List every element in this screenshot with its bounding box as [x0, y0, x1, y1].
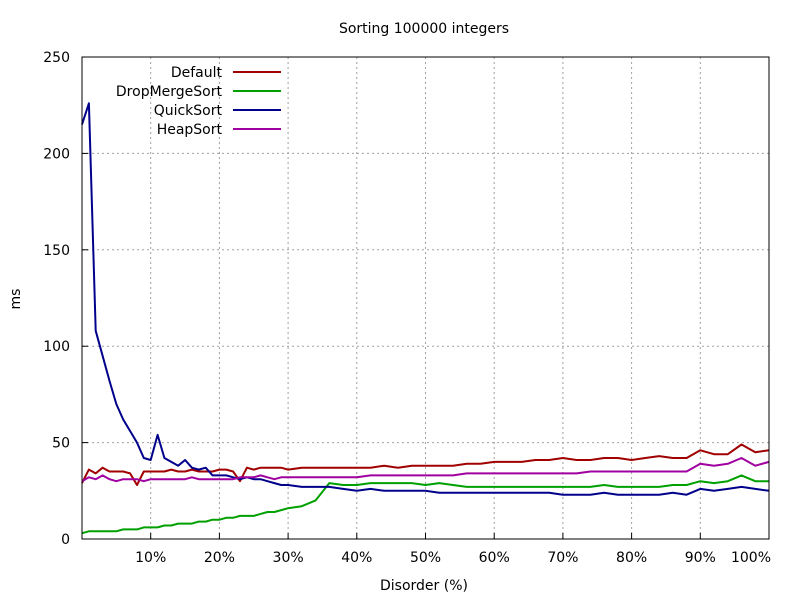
axis-ticks: 0 50 100 150 200 250 10% 20% 30% 40% 50% 60% 70% 80% 9… [43, 50, 771, 566]
x-tick-label: 100% [731, 550, 771, 566]
y-axis-label: ms [8, 289, 24, 310]
x-tick-label: 40% [341, 550, 372, 566]
series-line-dropmergesort [81, 474, 769, 535]
x-tick-label: 60% [479, 550, 510, 566]
y-tick-label: 200 [43, 146, 70, 162]
x-tick-label: 90% [685, 550, 716, 566]
x-tick-label: 20% [204, 550, 235, 566]
x-tick-label: 50% [410, 550, 441, 566]
plot-frame [81, 56, 770, 540]
legend-label: Default [171, 65, 223, 81]
legend-label: HeapSort [157, 122, 223, 138]
x-tick-label: 10% [135, 550, 166, 566]
x-axis-label: Disorder (%) [380, 578, 468, 594]
y-tick-label: 50 [52, 436, 70, 452]
legend-label: DropMergeSort [116, 84, 223, 100]
y-tick-label: 250 [43, 50, 70, 66]
x-tick-label: 70% [547, 550, 578, 566]
series-line-quicksort [81, 102, 770, 496]
legend-label: QuickSort [154, 103, 223, 119]
legend: Default DropMergeSort QuickSort HeapSort [116, 65, 281, 138]
x-tick-label: 30% [273, 550, 304, 566]
series-line-heapsort [81, 457, 770, 483]
series-lines [81, 102, 770, 535]
y-tick-label: 0 [61, 532, 70, 548]
grid-lines [82, 57, 769, 539]
chart-title: Sorting 100000 integers [339, 21, 509, 37]
y-tick-label: 100 [43, 339, 70, 355]
y-tick-label: 150 [43, 243, 70, 259]
x-tick-label: 80% [616, 550, 647, 566]
series-line-default [81, 443, 770, 486]
